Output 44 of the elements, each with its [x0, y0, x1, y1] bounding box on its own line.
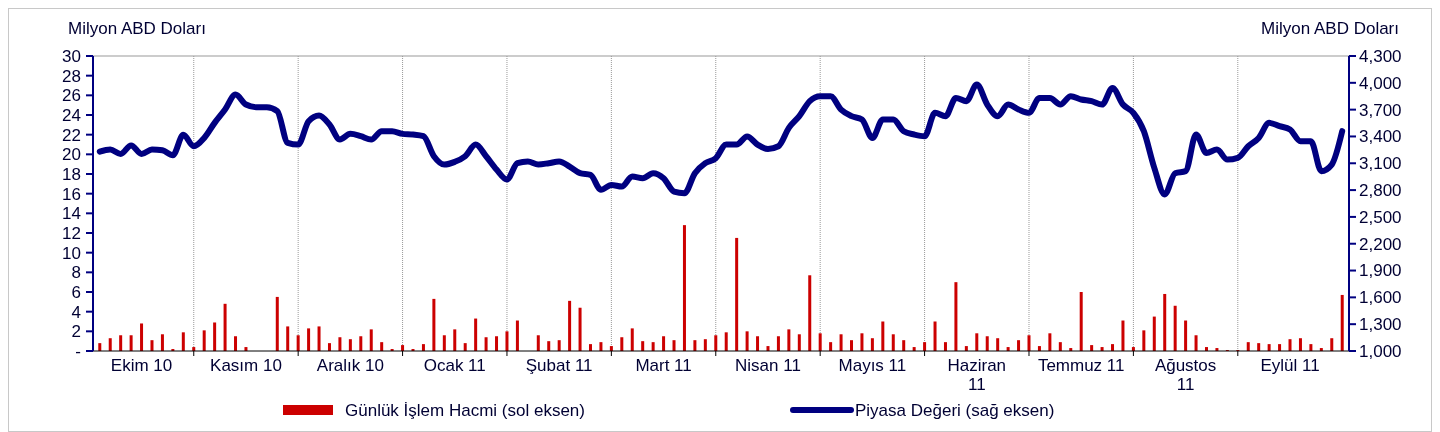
y-tick-label: 20	[62, 145, 81, 165]
y2-tick-label: 3,700	[1359, 100, 1402, 120]
y-tick-label: 16	[62, 184, 81, 204]
y2-tick-label: 2,200	[1359, 234, 1402, 254]
y-tick-label: -	[75, 341, 81, 361]
x-tick-label: Aralık 10	[316, 356, 384, 375]
y-axis-title: Milyon ABD Doları	[68, 19, 206, 38]
y2-tick-label: 1,900	[1359, 261, 1402, 281]
y-tick-label: 12	[62, 223, 81, 243]
y2-tick-label: 4,000	[1359, 73, 1402, 93]
y-tick-label: 30	[62, 46, 81, 66]
y2-tick-label: 1,000	[1359, 341, 1402, 361]
y2-tick-label: 2,800	[1359, 181, 1402, 201]
y-tick-label: 24	[62, 105, 81, 125]
y-tick-label: 22	[62, 125, 81, 145]
y-tick-label: 6	[71, 282, 81, 302]
x-tick-label: Mayıs 11	[838, 356, 907, 375]
x-tick-label: Mart 11	[635, 356, 692, 375]
y2-tick-label: 3,100	[1359, 154, 1402, 174]
x-tick-label: Ağustos 11	[1154, 356, 1217, 394]
y2-tick-label: 3,400	[1359, 127, 1402, 147]
x-tick-label: Ocak 11	[423, 356, 486, 375]
x-tick-label: Şubat 11	[525, 356, 593, 375]
y-tick-label: 26	[62, 86, 81, 106]
y-tick-label: 28	[62, 66, 81, 86]
legend-label: Günlük İşlem Hacmi (sol eksen)	[345, 400, 585, 420]
y-tick-label: 8	[71, 263, 81, 283]
y-tick-label: 4	[71, 302, 81, 322]
y-tick-label: 14	[62, 204, 81, 224]
y2-tick-label: 1,300	[1359, 315, 1402, 335]
x-tick-label: Haziran 11	[947, 356, 1007, 394]
x-tick-label: Temmuz 11	[1037, 356, 1125, 375]
legend-label: Piyasa Değeri (sağ eksen)	[855, 400, 1055, 420]
y2-tick-label: 2,500	[1359, 207, 1402, 227]
x-tick-label: Nisan 11	[735, 356, 801, 375]
x-tick-label: Eylül 11	[1260, 356, 1320, 375]
x-tick-label: Kasım 10	[210, 356, 282, 375]
y-tick-label: 2	[71, 322, 81, 342]
y-tick-label: 10	[62, 243, 81, 263]
y2-axis-title: Milyon ABD Doları	[1261, 19, 1399, 38]
x-tick-label: Ekim 10	[110, 356, 173, 375]
y2-tick-label: 1,600	[1359, 288, 1402, 308]
y2-tick-label: 4,300	[1359, 46, 1402, 66]
y-tick-label: 18	[62, 164, 81, 184]
